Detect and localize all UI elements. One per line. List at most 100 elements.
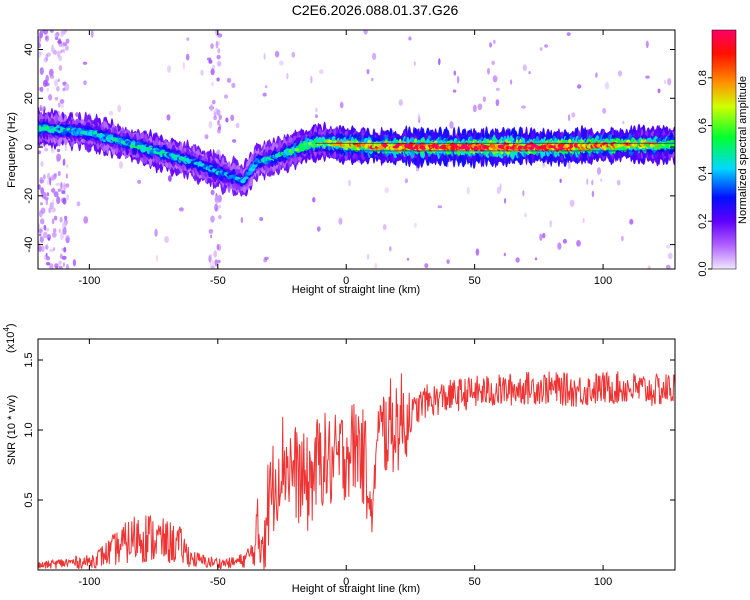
- noise-speck: [576, 240, 581, 247]
- noise-speck: [263, 258, 268, 263]
- noise-speck: [216, 54, 221, 60]
- ridge-cell: [246, 171, 253, 176]
- noise-speck: [224, 94, 228, 99]
- noise-speck: [46, 256, 50, 261]
- noise-speck: [59, 99, 65, 104]
- noise-speck: [240, 217, 244, 224]
- noise-speck: [48, 248, 54, 253]
- noise-speck: [417, 112, 420, 121]
- noise-speck: [62, 197, 67, 205]
- snr-y-scale-base: (x10: [5, 332, 17, 353]
- noise-speck: [49, 177, 52, 186]
- noise-speck: [629, 218, 634, 225]
- noise-speck: [65, 38, 70, 44]
- noise-speck: [549, 220, 552, 228]
- noise-speck: [38, 233, 42, 237]
- noise-speck: [75, 112, 79, 118]
- ridge-cell: [136, 144, 143, 148]
- noise-speck: [616, 180, 621, 186]
- noise-speck: [119, 161, 123, 169]
- noise-speck: [48, 68, 54, 77]
- noise-speck: [645, 75, 650, 79]
- ridge-cell: [251, 164, 256, 168]
- noise-speck: [45, 262, 51, 266]
- noise-speck: [492, 75, 498, 83]
- noise-speck: [154, 228, 158, 237]
- snr-x-label: Height of straight line (km): [292, 583, 420, 595]
- noise-speck: [209, 253, 213, 258]
- noise-speck: [62, 87, 66, 92]
- noise-speck: [366, 68, 370, 75]
- noise-speck: [544, 44, 548, 48]
- noise-speck: [209, 103, 214, 112]
- noise-speck: [216, 77, 220, 82]
- colorbar-gradient: [711, 29, 737, 270]
- noise-speck: [210, 189, 215, 196]
- noise-speck: [39, 236, 44, 243]
- noise-speck: [45, 244, 49, 250]
- x-tick-label: 100: [594, 576, 612, 588]
- noise-speck: [604, 81, 610, 90]
- noise-speck: [50, 207, 56, 213]
- noise-speck: [39, 202, 43, 206]
- noise-speck: [213, 115, 218, 121]
- noise-speck: [231, 82, 236, 89]
- noise-speck: [54, 33, 58, 38]
- ridge-cell: [492, 146, 497, 150]
- noise-speck: [83, 216, 89, 224]
- noise-speck: [208, 229, 214, 234]
- noise-speck: [211, 99, 216, 105]
- noise-speck: [667, 78, 672, 86]
- noise-speck: [495, 87, 500, 91]
- snr-ticks: -100 -50 0 50 100 1.5 1.0 0.5: [23, 339, 675, 588]
- noise-speck: [339, 101, 344, 109]
- noise-speck: [53, 228, 57, 233]
- noise-speck: [316, 226, 321, 232]
- noise-speck: [39, 86, 44, 93]
- noise-speck: [621, 235, 624, 242]
- noise-speck: [582, 217, 585, 224]
- noise-speck: [453, 70, 457, 76]
- ridge-cell: [249, 167, 256, 172]
- y-tick-label: 20: [23, 92, 35, 104]
- noise-speck: [226, 77, 232, 83]
- noise-speck: [59, 232, 65, 240]
- noise-speck: [58, 260, 62, 265]
- noise-speck: [466, 186, 470, 195]
- noise-speck: [60, 49, 63, 54]
- noise-speck: [286, 72, 289, 80]
- noise-speck: [49, 263, 54, 269]
- snr-y-scale: (x104): [2, 323, 17, 353]
- noise-speck: [522, 64, 527, 71]
- noise-speck: [591, 179, 594, 186]
- noise-speck: [82, 61, 88, 65]
- noise-speck: [64, 215, 68, 220]
- noise-speck: [62, 42, 67, 47]
- noise-speck: [216, 109, 221, 116]
- noise-speck: [56, 148, 61, 153]
- noise-speck: [155, 255, 158, 262]
- noise-speck: [58, 55, 63, 62]
- noise-speck: [489, 42, 493, 48]
- noise-speck: [657, 88, 661, 94]
- colorbar-tick-label: 0.0: [697, 261, 709, 276]
- noise-speck: [487, 67, 490, 75]
- noise-speck: [372, 52, 377, 61]
- noise-speck: [60, 33, 64, 38]
- noise-speck: [539, 233, 543, 241]
- noise-speck: [43, 231, 48, 239]
- x-tick-label: 50: [469, 275, 481, 287]
- y-tick-label: 0: [23, 144, 35, 150]
- noise-speck: [39, 179, 45, 184]
- noise-speck: [65, 173, 68, 179]
- noise-speck: [45, 53, 48, 62]
- colorbar-tick-label: 0.8: [697, 70, 709, 85]
- noise-speck: [472, 104, 477, 113]
- noise-speck: [46, 87, 49, 92]
- x-tick-label: 50: [469, 576, 481, 588]
- snr-panel: -100 -50 0 50 100 1.5 1.0 0.5 Height of straigh…: [2, 323, 676, 595]
- y-tick-label: -20: [23, 188, 35, 204]
- noise-speck: [38, 50, 42, 59]
- noise-speck: [65, 234, 70, 238]
